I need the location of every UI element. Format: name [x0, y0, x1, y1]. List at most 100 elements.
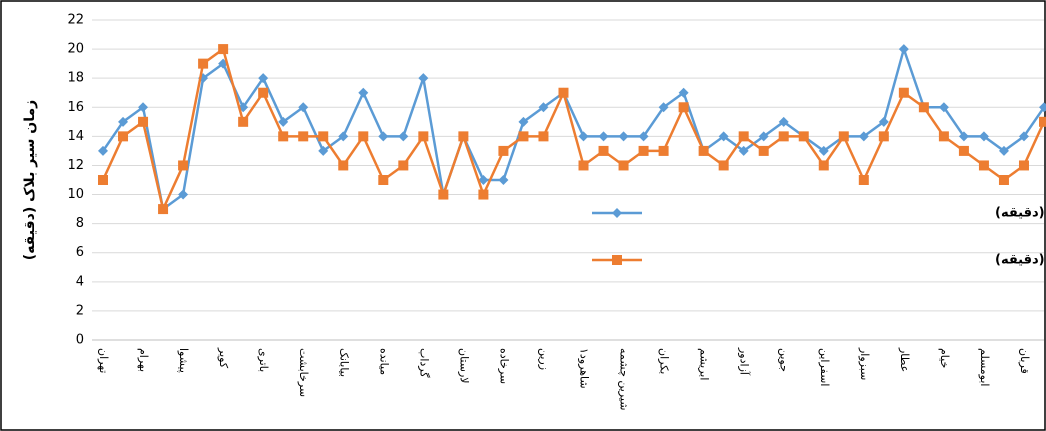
- y-tick-label: 6: [76, 245, 84, 260]
- legend-marker: [612, 208, 622, 218]
- y-tick-label: 8: [76, 216, 84, 231]
- marker: [378, 175, 389, 185]
- marker: [698, 145, 709, 156]
- x-tick-label: جوین: [778, 348, 791, 372]
- y-tick-label: 22: [67, 13, 84, 28]
- marker: [398, 131, 409, 142]
- x-tick-label: اسفراین: [818, 348, 831, 386]
- marker: [598, 131, 609, 142]
- marker: [658, 145, 669, 156]
- marker: [578, 131, 589, 142]
- y-tick-label: 16: [67, 100, 84, 115]
- marker: [858, 131, 869, 142]
- x-tick-label: خیام: [938, 348, 951, 368]
- marker: [1039, 116, 1046, 127]
- x-tick-label: ابومسلم: [978, 348, 991, 386]
- marker: [638, 131, 649, 142]
- marker: [358, 131, 369, 142]
- marker: [678, 87, 689, 98]
- marker: [818, 160, 829, 171]
- marker: [178, 160, 189, 171]
- marker: [1018, 160, 1029, 171]
- marker: [318, 131, 329, 142]
- legend-marker: [612, 255, 622, 265]
- marker: [398, 160, 409, 171]
- x-tick-label: بهرام: [137, 348, 150, 372]
- marker: [658, 102, 669, 113]
- marker: [438, 189, 449, 200]
- marker: [938, 131, 949, 142]
- marker: [638, 145, 649, 156]
- marker: [418, 131, 429, 142]
- marker: [998, 145, 1009, 156]
- marker: [218, 44, 229, 55]
- marker: [958, 131, 969, 142]
- marker: [498, 175, 509, 185]
- marker: [758, 131, 769, 142]
- x-tick-label: زرین: [537, 348, 550, 370]
- x-tick-label: لارستان: [457, 348, 470, 384]
- x-tick-label: سرخابشت: [297, 348, 310, 397]
- marker: [1039, 102, 1046, 113]
- x-tick-label: پیشوا: [177, 348, 190, 373]
- marker: [458, 131, 469, 142]
- legend-label: مدت سیر محاسبه شده توسط نرم افزار (دقیقه…: [995, 253, 1046, 268]
- marker: [118, 116, 129, 127]
- y-tick-label: 20: [67, 42, 84, 57]
- legend-label: مدت سیر تا ایستگاه بعد طبق برنامه (دقیقه…: [995, 205, 1046, 221]
- marker: [598, 145, 609, 156]
- marker: [198, 58, 209, 69]
- marker: [958, 145, 969, 156]
- marker: [298, 102, 309, 113]
- marker: [138, 116, 149, 127]
- marker: [758, 145, 769, 156]
- y-tick-label: 2: [76, 303, 84, 318]
- x-tick-label: عطار: [898, 347, 911, 372]
- series-line: [101, 44, 1046, 212]
- marker: [498, 145, 509, 156]
- marker: [1018, 131, 1029, 142]
- marker: [358, 87, 369, 98]
- marker: [718, 160, 729, 171]
- x-tick-label: بکران: [658, 348, 671, 374]
- marker: [298, 131, 309, 142]
- y-tick-label: 18: [67, 71, 84, 86]
- marker: [558, 87, 569, 98]
- y-tick-label: 14: [67, 129, 84, 144]
- marker: [678, 102, 689, 113]
- marker: [98, 175, 108, 185]
- marker: [518, 116, 529, 127]
- marker: [778, 131, 789, 142]
- x-tick-label: باتری: [257, 348, 270, 372]
- marker: [878, 116, 889, 127]
- x-tick-label: میانده: [377, 348, 390, 375]
- x-tick-label: گرداب: [417, 348, 430, 378]
- marker: [578, 160, 589, 171]
- marker: [118, 131, 129, 142]
- marker: [258, 73, 269, 84]
- marker: [258, 87, 269, 98]
- marker: [238, 116, 249, 127]
- y-tick-label: 10: [67, 187, 84, 202]
- marker: [978, 160, 989, 171]
- x-tick-label: شیرین چشمه: [618, 348, 631, 410]
- marker: [738, 131, 749, 142]
- x-tick-label: آزادور: [738, 347, 752, 376]
- marker: [898, 44, 909, 55]
- y-tick-label: 4: [76, 274, 84, 289]
- marker: [718, 131, 729, 142]
- marker: [418, 73, 429, 84]
- x-tick-label: شاهرود۱: [578, 348, 591, 389]
- x-tick-label: قربان: [1018, 348, 1031, 374]
- marker: [278, 131, 289, 142]
- marker: [978, 131, 989, 142]
- marker: [778, 116, 789, 127]
- marker: [538, 131, 549, 142]
- marker: [838, 131, 849, 142]
- marker: [158, 204, 169, 215]
- marker: [938, 102, 949, 113]
- marker: [858, 175, 869, 185]
- y-tick-label: 12: [67, 158, 84, 173]
